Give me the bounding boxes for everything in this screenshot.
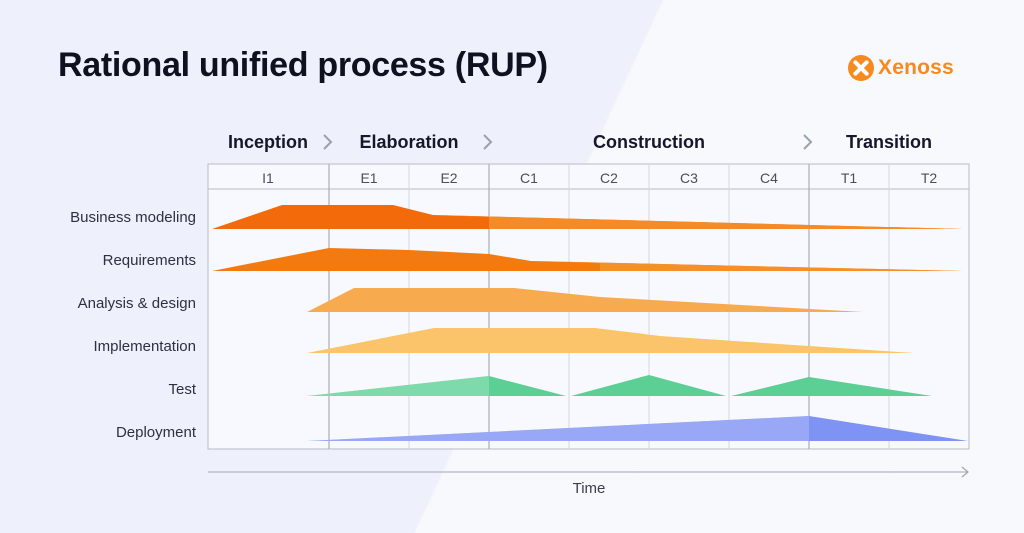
iteration-label: I1 <box>262 170 274 186</box>
discipline-label-test: Test <box>168 381 196 398</box>
discipline-label-deployment: Deployment <box>116 424 197 441</box>
phase-transition: Transition <box>846 132 932 152</box>
arrow-right-icon <box>961 466 969 478</box>
iteration-label: T2 <box>921 170 938 186</box>
discipline-label-requirements: Requirements <box>103 252 196 269</box>
effort-curve-requirements-tail <box>531 261 963 271</box>
chevron-right-icon <box>483 134 493 150</box>
effort-curve-deployment-highlight <box>307 416 809 441</box>
xenoss-logo-icon <box>848 55 874 81</box>
phase-elaboration: Elaboration <box>359 132 458 152</box>
iteration-label: E1 <box>360 170 377 186</box>
phase-construction: Construction <box>593 132 705 152</box>
discipline-label-analysis-design: Analysis & design <box>78 295 196 312</box>
iteration-label: E2 <box>440 170 457 186</box>
effort-curve-implementation <box>307 328 914 353</box>
brand-name: Xenoss <box>878 56 954 79</box>
chevron-right-icon <box>323 134 333 150</box>
iteration-label: C4 <box>760 170 778 186</box>
iteration-label: C2 <box>600 170 618 186</box>
effort-curve-requirements <box>212 248 963 271</box>
phase-inception: Inception <box>228 132 308 152</box>
effort-curve-business-modeling-tail <box>433 215 963 229</box>
discipline-label-implementation: Implementation <box>93 338 196 355</box>
time-axis-label: Time <box>573 480 606 497</box>
effort-curve-test-highlight <box>307 376 489 396</box>
iteration-label: C1 <box>520 170 538 186</box>
discipline-label-business-modeling: Business modeling <box>70 209 196 226</box>
iteration-label: C3 <box>680 170 698 186</box>
chevron-right-icon <box>803 134 813 150</box>
effort-curve-analysis-design <box>307 288 863 312</box>
iteration-label: T1 <box>841 170 858 186</box>
brand-logo: Xenoss <box>848 55 954 81</box>
effort-curve-business-modeling <box>212 205 963 229</box>
page-title: Rational unified process (RUP) <box>58 46 548 84</box>
